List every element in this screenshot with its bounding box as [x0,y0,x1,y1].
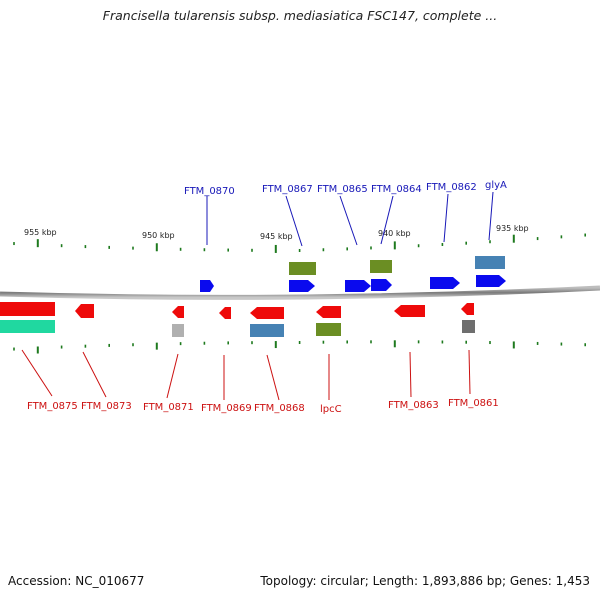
leader-line [82,351,107,398]
map-title: Francisella tularensis subsp. mediasiati… [102,8,498,23]
leader-line [285,195,303,247]
gene-label-lpcc[interactable]: lpcC [320,404,342,415]
gene-arrow-lpcc[interactable] [316,306,341,318]
rna-feature-grey [172,324,184,337]
genome-backbone [0,285,600,300]
leader-line [409,351,412,398]
accession-text: Accession: NC_010677 [8,574,145,588]
gene-arrow-ftm-0875[interactable] [0,302,55,316]
gene-arrow-ftm-0868[interactable] [250,307,284,319]
leader-line [380,195,394,245]
gene-arrow-ftm-0865[interactable] [345,280,371,292]
leader-line [339,195,358,246]
gene-label-ftm-0870[interactable]: FTM_0870 [184,186,235,197]
gene-label-ftm-0863[interactable]: FTM_0863 [388,400,439,411]
gene-arrow-ftm-0867[interactable] [289,280,315,292]
gene-arrow-ftm-0863[interactable] [394,305,425,317]
gene-label-ftm-0871[interactable]: FTM_0871 [143,402,194,413]
leader-line [443,193,449,243]
scale-ticks-bottom [13,340,587,354]
leader-line [488,191,494,241]
rna-feature-steel [475,256,505,269]
gene-label-ftm-0861[interactable]: FTM_0861 [448,398,499,409]
reverse-gene-labels: FTM_0875 FTM_0873 FTM_0871 FTM_0869 FTM_… [21,349,499,415]
gene-label-ftm-0875[interactable]: FTM_0875 [27,401,78,412]
gene-label-ftm-0867[interactable]: FTM_0867 [262,184,313,195]
leader-line [166,353,179,399]
gene-label-ftm-0868[interactable]: FTM_0868 [254,403,305,414]
gene-arrow-ftm-0862[interactable] [430,277,460,289]
rna-feature-teal [0,320,55,333]
reverse-gene-arrows [0,302,474,319]
forward-gene-labels: FTM_0870 FTM_0867 FTM_0865 FTM_0864 FTM_… [184,180,507,247]
gene-label-ftm-0862[interactable]: FTM_0862 [426,182,477,193]
topology-text: Topology: circular; Length: 1,893,886 bp… [260,574,590,588]
scale-label-935: 935 kbp [496,224,529,233]
scale-label-945: 945 kbp [260,232,293,241]
rna-feature-olive [289,262,316,275]
gene-arrow-ftm-0861[interactable] [461,303,474,315]
leader-line [21,349,53,397]
gene-label-ftm-0865[interactable]: FTM_0865 [317,184,368,195]
rna-feature-olive [370,260,392,273]
gene-label-ftm-0864[interactable]: FTM_0864 [371,184,422,195]
gene-label-glya[interactable]: glyA [485,180,507,191]
gene-arrow-ftm-0870[interactable] [200,280,214,292]
leader-line [468,349,471,395]
gene-label-ftm-0873[interactable]: FTM_0873 [81,401,132,412]
reverse-rna-features [0,320,475,337]
scale-label-955: 955 kbp [24,228,57,237]
gene-arrow-ftm-0869[interactable] [219,307,231,319]
forward-rna-features [289,256,505,275]
gene-arrow-ftm-0871[interactable] [172,306,184,318]
forward-gene-arrows [200,275,506,292]
gene-arrow-glya[interactable] [476,275,506,287]
rna-feature-darkgrey [462,320,475,333]
rna-feature-olive [316,323,341,336]
gene-label-ftm-0869[interactable]: FTM_0869 [201,403,252,414]
gene-arrow-ftm-0864[interactable] [371,279,392,291]
scale-label-950: 950 kbp [142,231,175,240]
scale-label-940: 940 kbp [378,229,411,238]
gene-arrow-ftm-0873[interactable] [75,304,94,318]
scale-ticks-top [13,233,587,253]
leader-line [266,354,280,401]
rna-feature-steel [250,324,284,337]
